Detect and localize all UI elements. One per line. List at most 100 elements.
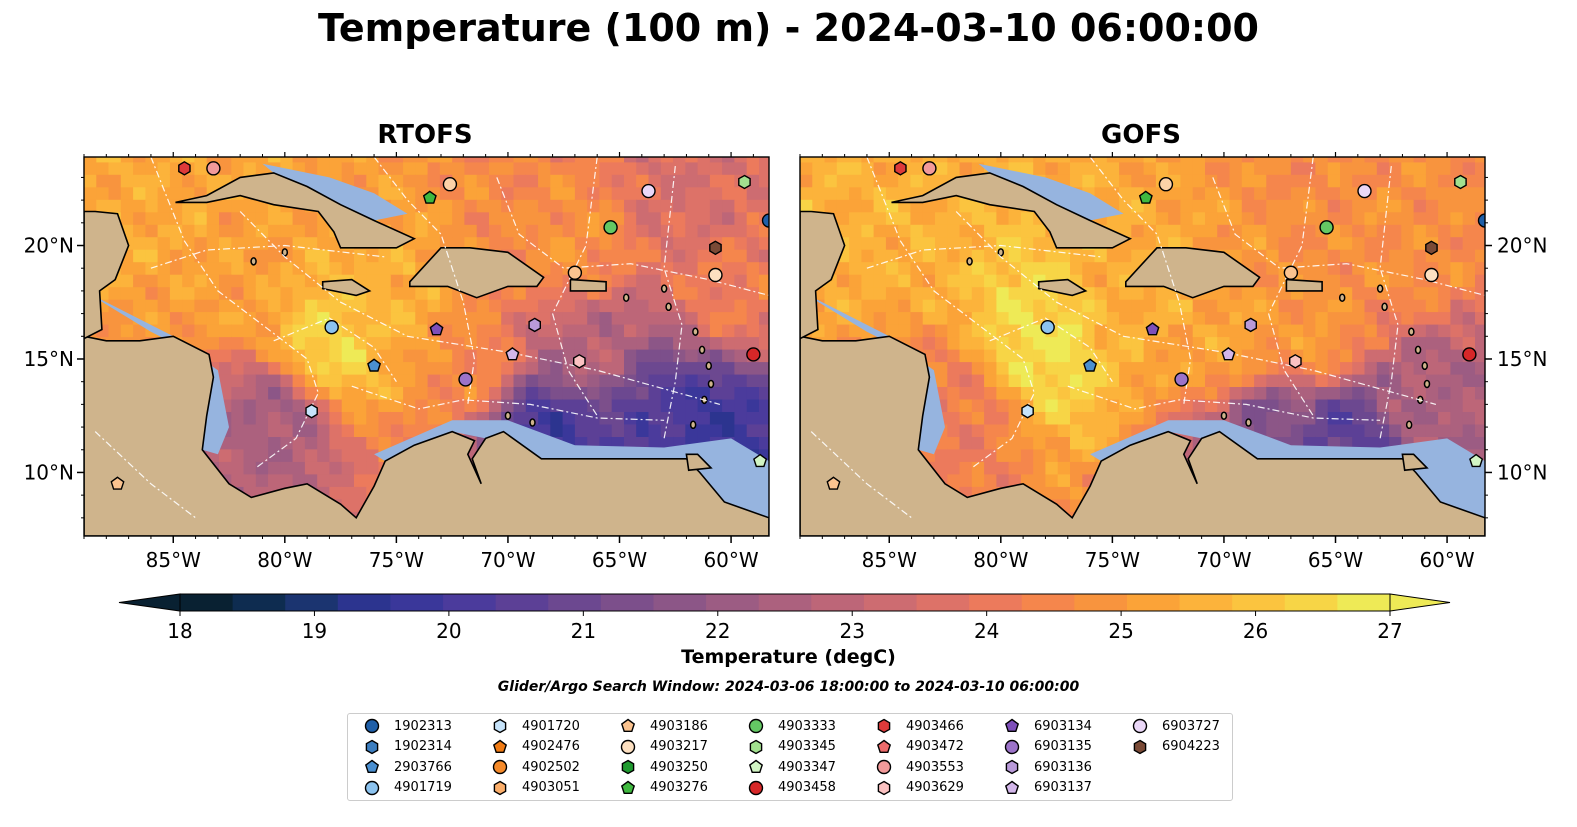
field-cell: [1143, 373, 1157, 387]
y-tick-label: 20°N: [24, 234, 74, 258]
field-cell: [1389, 373, 1403, 387]
field-cell: [1119, 186, 1133, 200]
field-cell: [1106, 261, 1120, 275]
legend-label: 6903134: [1034, 718, 1092, 734]
field-cell: [996, 361, 1010, 375]
field-cell: [1340, 261, 1354, 275]
field-cell: [660, 161, 674, 175]
legend-label: 4903458: [778, 780, 836, 795]
field-cell: [1290, 298, 1304, 313]
field-cell: [1241, 386, 1255, 400]
field-cell: [1094, 286, 1108, 300]
field-cell: [873, 236, 887, 250]
field-cell: [427, 161, 441, 175]
field-cell: [947, 161, 961, 175]
field-cell: [243, 286, 257, 300]
field-cell: [1106, 311, 1120, 325]
field-cell: [861, 248, 875, 263]
field-cell: [935, 223, 949, 238]
field-cell: [1340, 373, 1354, 387]
field-cell: [648, 174, 662, 188]
field-cell: [243, 473, 257, 487]
float-marker: [110, 476, 125, 490]
field-cell: [1033, 161, 1047, 175]
field-cell: [1155, 348, 1169, 363]
field-cell: [1364, 248, 1378, 263]
field-cell: [206, 311, 220, 325]
field-cell: [1229, 373, 1243, 387]
float-marker: [709, 240, 722, 256]
float-marker: [305, 403, 318, 419]
field-cell: [947, 236, 961, 250]
field-cell: [1401, 298, 1415, 313]
field-cell: [1340, 361, 1354, 375]
field-cell: [722, 286, 736, 300]
field-cell: [1327, 298, 1341, 313]
field-cell: [1057, 261, 1071, 275]
field-cell: [145, 286, 159, 300]
field-cell: [1462, 323, 1476, 338]
field-cell: [971, 157, 985, 163]
field-cell: [800, 174, 814, 188]
field-cell: [489, 398, 503, 412]
field-cell: [354, 411, 368, 425]
field-cell: [1045, 386, 1059, 400]
field-cell: [1094, 348, 1108, 363]
field-cell: [910, 273, 924, 288]
field-cell: [1425, 336, 1439, 350]
field-cell: [1352, 286, 1366, 300]
field-cell: [145, 186, 159, 200]
legend-marker-shape: [877, 718, 891, 734]
field-cell: [1327, 361, 1341, 375]
field-cell: [1192, 311, 1206, 325]
field-cell: [1241, 336, 1255, 350]
field-cell: [947, 461, 961, 475]
field-cell: [1340, 161, 1354, 175]
field-cell: [1119, 261, 1133, 275]
field-cell: [599, 386, 613, 400]
field-cell: [959, 398, 973, 412]
field-cell: [1266, 199, 1280, 213]
field-cell: [243, 311, 257, 325]
field-cell: [304, 311, 318, 325]
field-cell: [971, 336, 985, 350]
field-cell: [1070, 486, 1084, 500]
field-cell: [1352, 336, 1366, 350]
field-cell: [1364, 423, 1378, 437]
field-cell: [1475, 398, 1485, 412]
field-cell: [984, 298, 998, 313]
legend-item: 6903727: [1130, 716, 1220, 736]
field-cell: [415, 348, 429, 363]
field-cell: [1057, 348, 1071, 363]
field-cell: [1119, 298, 1133, 313]
field-cell: [1475, 311, 1485, 325]
field-cell: [648, 298, 662, 313]
field-cell: [1413, 236, 1427, 250]
field-cell: [1082, 261, 1096, 275]
island: [1414, 345, 1422, 355]
field-cell: [1340, 386, 1354, 400]
field-cell: [562, 199, 576, 213]
field-cell: [1450, 186, 1464, 200]
field-cell: [1254, 211, 1268, 225]
field-cell: [1376, 211, 1390, 225]
field-cell: [673, 323, 687, 338]
field-cell: [329, 398, 343, 412]
field-cell: [759, 223, 769, 238]
field-cell: [133, 236, 147, 250]
field-cell: [292, 248, 306, 263]
field-cell: [231, 336, 245, 350]
field-cell: [984, 348, 998, 363]
field-cell: [922, 286, 936, 300]
float-marker: [1288, 353, 1302, 369]
colorbar-tick-label: 21: [571, 619, 596, 643]
field-cell: [489, 161, 503, 175]
field-cell: [1205, 174, 1219, 188]
field-cell: [898, 236, 912, 250]
legend-marker: [493, 718, 507, 734]
x-tick-label: 80°W: [973, 548, 1028, 572]
field-cell: [513, 298, 527, 313]
field-cell: [1303, 199, 1317, 213]
field-cell: [1450, 411, 1464, 425]
field-cell: [157, 161, 171, 175]
